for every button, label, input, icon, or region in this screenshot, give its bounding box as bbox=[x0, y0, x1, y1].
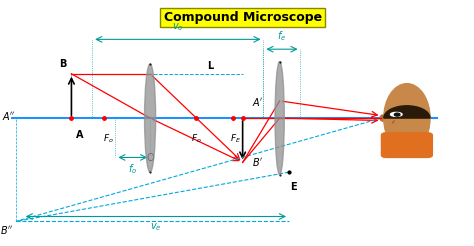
Circle shape bbox=[394, 113, 400, 116]
Text: O: O bbox=[146, 153, 154, 163]
Text: L: L bbox=[207, 62, 213, 71]
Ellipse shape bbox=[391, 112, 402, 116]
Text: A: A bbox=[76, 130, 83, 140]
Text: $F_E$: $F_E$ bbox=[230, 133, 241, 145]
Text: $A^{\prime\prime}$: $A^{\prime\prime}$ bbox=[2, 110, 16, 122]
Ellipse shape bbox=[384, 84, 430, 153]
Ellipse shape bbox=[380, 115, 386, 121]
Wedge shape bbox=[384, 106, 430, 118]
Text: $v_e$: $v_e$ bbox=[150, 221, 162, 233]
Text: E: E bbox=[290, 182, 297, 192]
Text: $A'$: $A'$ bbox=[252, 96, 264, 108]
Text: $f_e$: $f_e$ bbox=[277, 29, 287, 43]
Text: $B'$: $B'$ bbox=[252, 156, 263, 168]
Text: $B''$: $B''$ bbox=[0, 224, 14, 236]
Text: $F_o$: $F_o$ bbox=[191, 133, 202, 145]
Text: $v_o$: $v_o$ bbox=[172, 21, 183, 33]
Text: B: B bbox=[59, 59, 67, 69]
FancyBboxPatch shape bbox=[382, 133, 432, 157]
Ellipse shape bbox=[275, 62, 284, 175]
Ellipse shape bbox=[145, 64, 155, 172]
Text: Compound Microscope: Compound Microscope bbox=[164, 11, 322, 24]
Text: $F_o$: $F_o$ bbox=[103, 133, 114, 145]
Text: $f_o$: $f_o$ bbox=[128, 162, 137, 176]
